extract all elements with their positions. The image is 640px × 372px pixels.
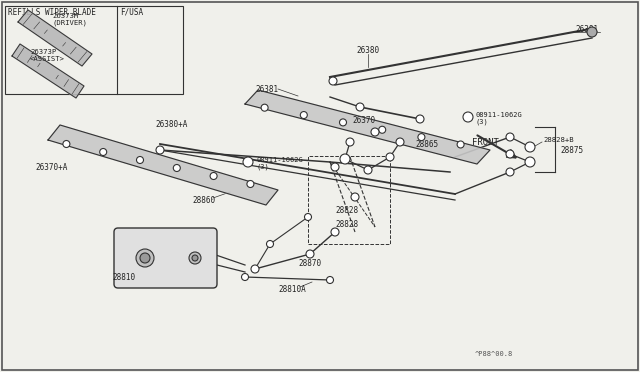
Text: 26373P: 26373P xyxy=(30,49,56,55)
Circle shape xyxy=(241,273,248,280)
Text: 28865: 28865 xyxy=(415,140,438,148)
Circle shape xyxy=(340,154,350,164)
Text: 28860: 28860 xyxy=(192,196,215,205)
Circle shape xyxy=(261,104,268,111)
Circle shape xyxy=(326,276,333,283)
Text: 28828: 28828 xyxy=(335,219,358,228)
Circle shape xyxy=(247,180,254,187)
Text: 26380: 26380 xyxy=(356,45,380,55)
Circle shape xyxy=(210,173,217,180)
Text: F/USA: F/USA xyxy=(120,7,143,16)
Text: 26370+A: 26370+A xyxy=(35,163,67,171)
Text: 26380+A: 26380+A xyxy=(155,119,188,128)
Circle shape xyxy=(331,163,339,171)
Circle shape xyxy=(396,138,404,146)
Circle shape xyxy=(416,115,424,123)
Circle shape xyxy=(329,77,337,85)
Text: REFILLS WIPER BLADE: REFILLS WIPER BLADE xyxy=(8,7,96,16)
Circle shape xyxy=(418,134,425,141)
Text: N: N xyxy=(244,160,248,164)
Circle shape xyxy=(339,119,346,126)
Circle shape xyxy=(100,148,107,155)
Text: ^P88^00.8: ^P88^00.8 xyxy=(475,351,513,357)
Circle shape xyxy=(463,112,473,122)
Polygon shape xyxy=(12,44,84,98)
Circle shape xyxy=(506,150,514,158)
Circle shape xyxy=(457,141,464,148)
Circle shape xyxy=(305,214,312,221)
Circle shape xyxy=(63,141,70,148)
Text: 28828: 28828 xyxy=(335,205,358,215)
Circle shape xyxy=(379,126,386,133)
Circle shape xyxy=(300,112,307,119)
Circle shape xyxy=(587,27,597,37)
Text: 28875: 28875 xyxy=(560,145,583,154)
Text: <ASSIST>: <ASSIST> xyxy=(30,56,65,62)
Circle shape xyxy=(192,255,198,261)
Text: 28870: 28870 xyxy=(298,260,321,269)
Bar xyxy=(308,156,390,244)
Circle shape xyxy=(506,168,514,176)
Circle shape xyxy=(266,241,273,247)
Text: 08911-1062G: 08911-1062G xyxy=(257,157,304,163)
Polygon shape xyxy=(245,90,490,164)
Circle shape xyxy=(136,249,154,267)
Circle shape xyxy=(140,253,150,263)
Bar xyxy=(5,6,183,94)
Circle shape xyxy=(136,157,143,164)
Circle shape xyxy=(356,103,364,111)
Circle shape xyxy=(306,250,314,258)
Polygon shape xyxy=(48,125,278,205)
Text: FRONT: FRONT xyxy=(472,138,499,147)
Text: (3): (3) xyxy=(257,164,269,170)
Text: 08911-1062G: 08911-1062G xyxy=(476,112,523,118)
Circle shape xyxy=(346,138,354,146)
Circle shape xyxy=(189,252,201,264)
Circle shape xyxy=(251,265,259,273)
Text: (DRIVER): (DRIVER) xyxy=(52,20,87,26)
Text: 26370: 26370 xyxy=(352,115,375,125)
Circle shape xyxy=(506,133,514,141)
Text: (3): (3) xyxy=(476,119,489,125)
Circle shape xyxy=(364,166,372,174)
Polygon shape xyxy=(18,10,92,66)
Text: 26381: 26381 xyxy=(575,25,598,33)
Circle shape xyxy=(371,128,379,136)
Circle shape xyxy=(525,157,535,167)
Circle shape xyxy=(331,228,339,236)
Text: N: N xyxy=(463,115,467,119)
Circle shape xyxy=(243,157,253,167)
Text: 28810: 28810 xyxy=(112,273,135,282)
Circle shape xyxy=(156,146,164,154)
Text: 26373M: 26373M xyxy=(52,13,78,19)
Circle shape xyxy=(386,153,394,161)
Text: 28810A: 28810A xyxy=(278,285,306,295)
Text: 26381: 26381 xyxy=(255,84,278,93)
Circle shape xyxy=(173,164,180,171)
Circle shape xyxy=(525,142,535,152)
Circle shape xyxy=(351,193,359,201)
FancyBboxPatch shape xyxy=(114,228,217,288)
Text: 28828+B: 28828+B xyxy=(543,137,573,143)
